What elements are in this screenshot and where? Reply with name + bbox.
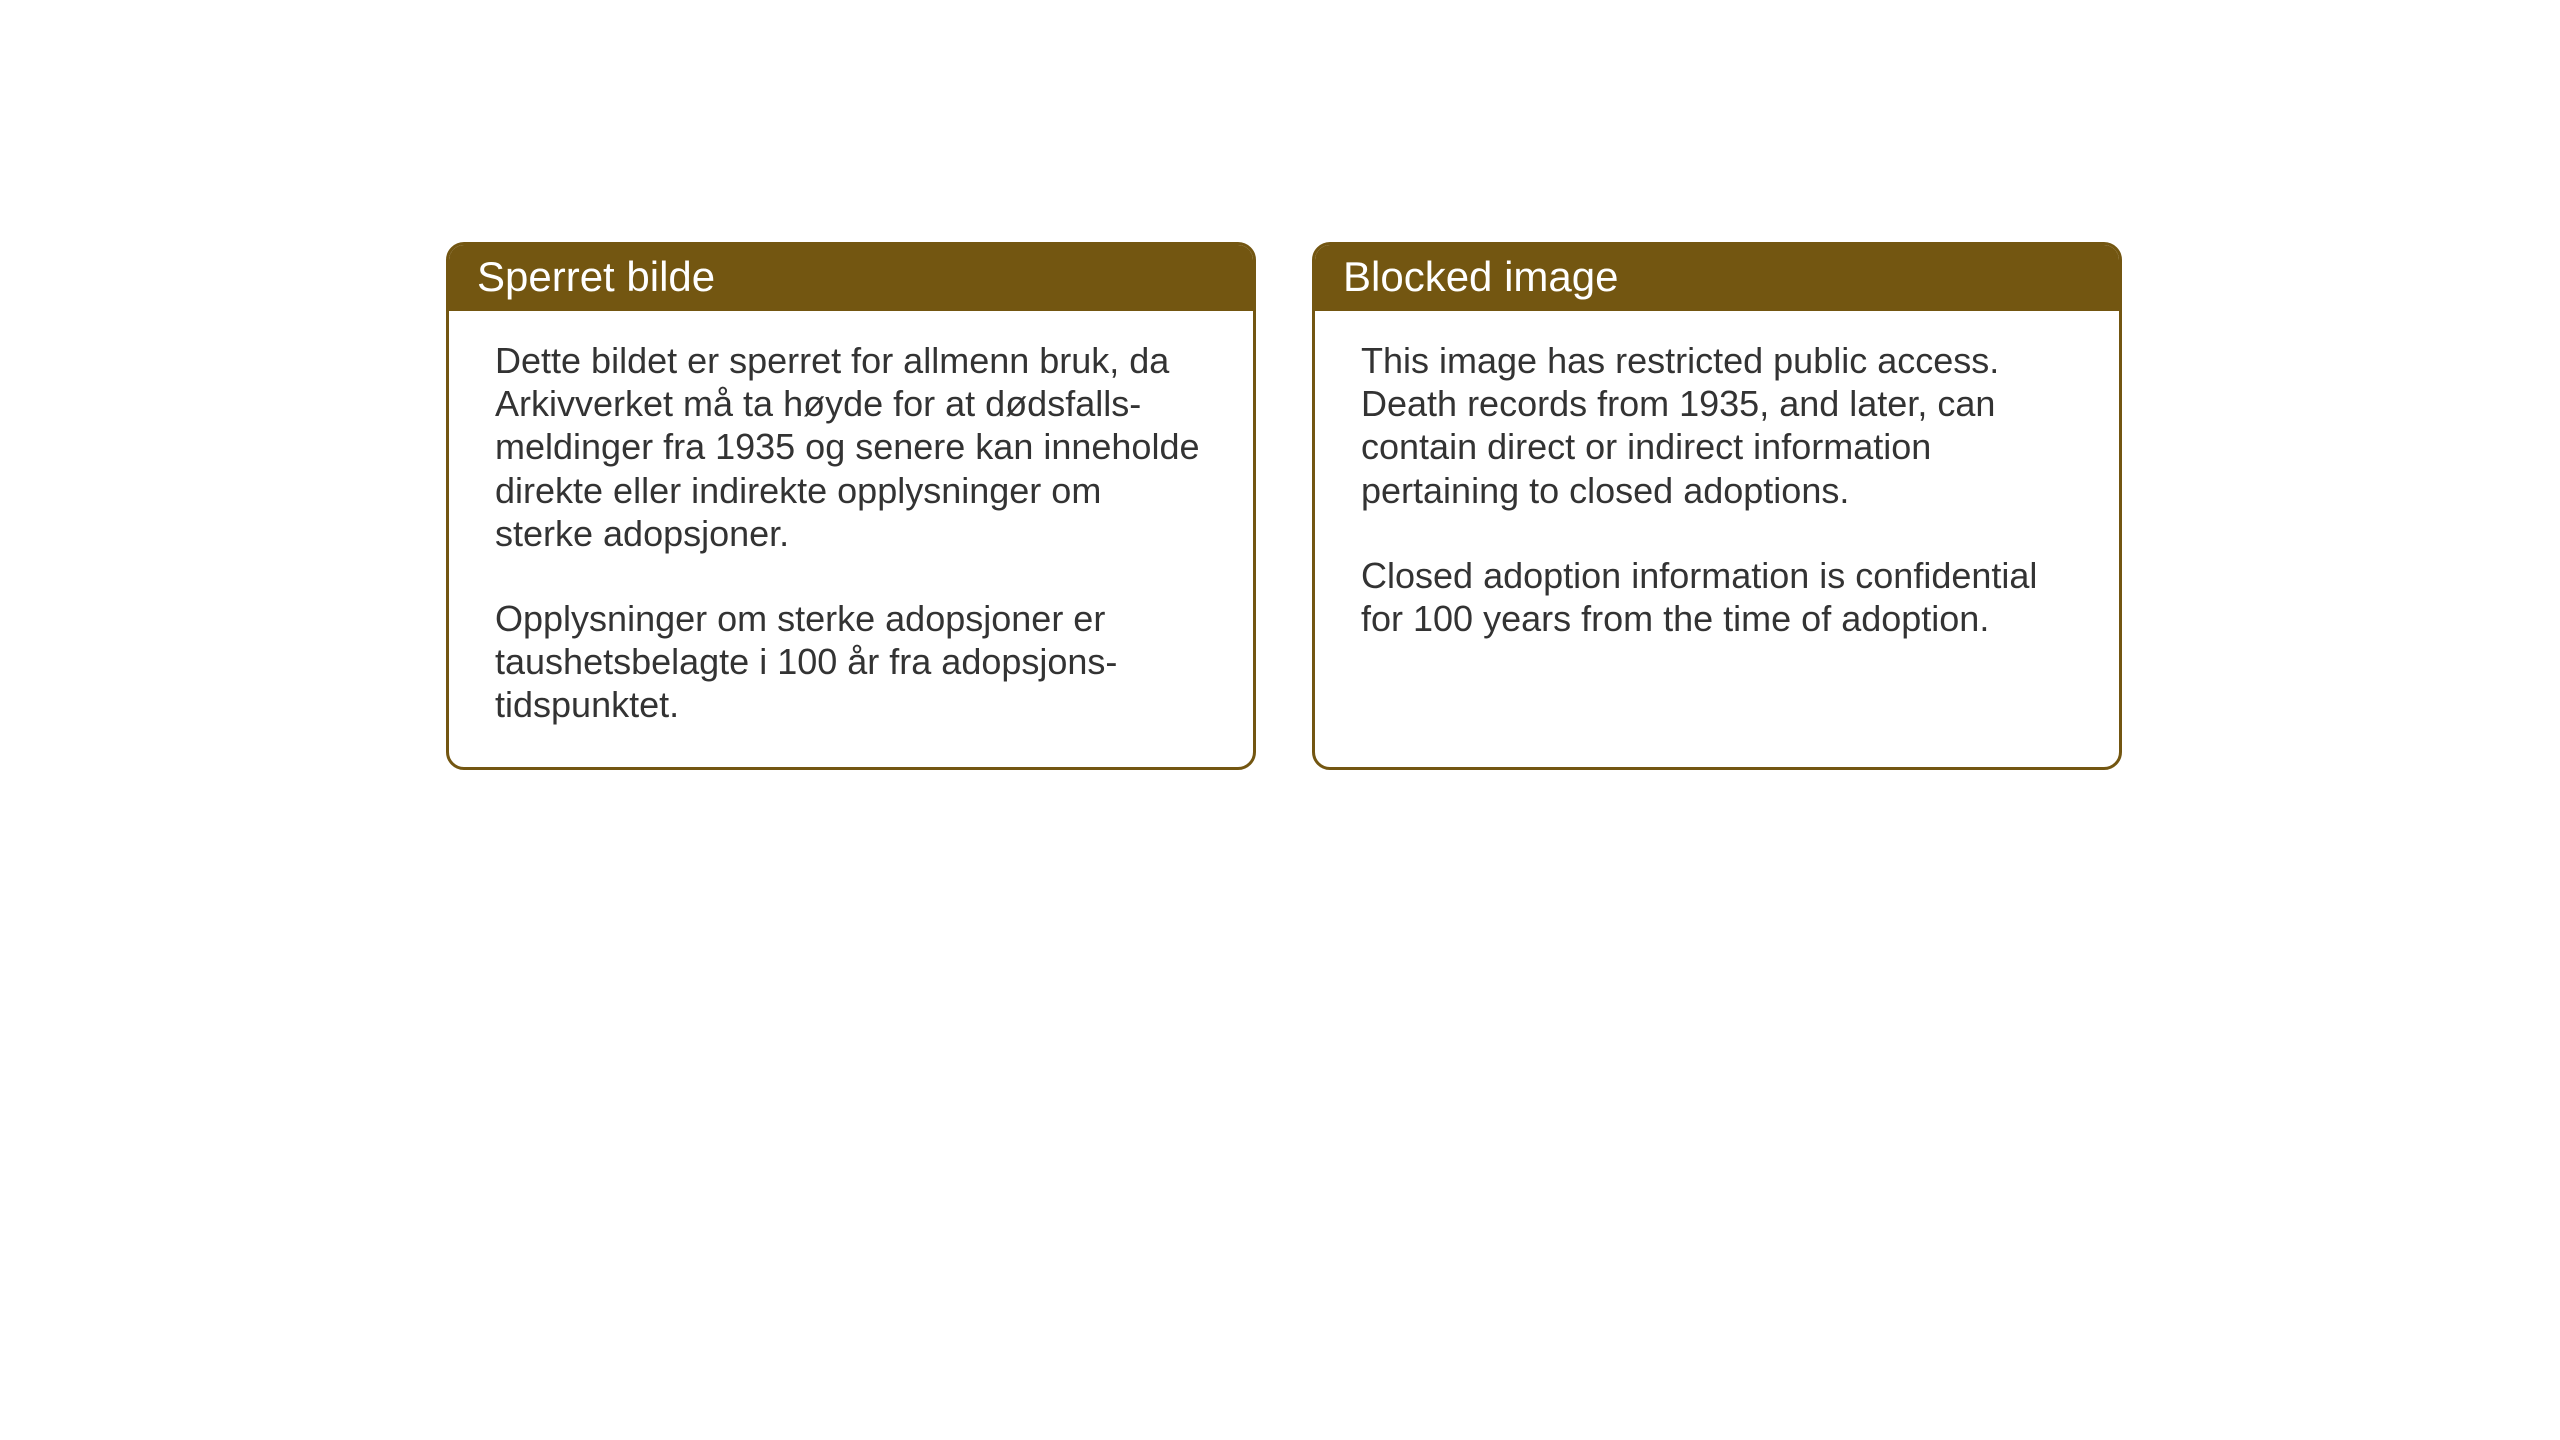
notice-paragraph: Dette bildet er sperret for allmenn bruk… — [495, 339, 1207, 555]
notice-box-norwegian: Sperret bilde Dette bildet er sperret fo… — [446, 242, 1256, 770]
notice-header-norwegian: Sperret bilde — [449, 245, 1253, 311]
notice-paragraph: Opplysninger om sterke adopsjoner er tau… — [495, 597, 1207, 727]
notice-header-english: Blocked image — [1315, 245, 2119, 311]
notice-paragraph: Closed adoption information is confident… — [1361, 554, 2073, 640]
notice-box-english: Blocked image This image has restricted … — [1312, 242, 2122, 770]
notice-paragraph: This image has restricted public access.… — [1361, 339, 2073, 512]
notice-body-norwegian: Dette bildet er sperret for allmenn bruk… — [449, 311, 1253, 767]
notice-container: Sperret bilde Dette bildet er sperret fo… — [446, 242, 2122, 770]
notice-body-english: This image has restricted public access.… — [1315, 311, 2119, 680]
